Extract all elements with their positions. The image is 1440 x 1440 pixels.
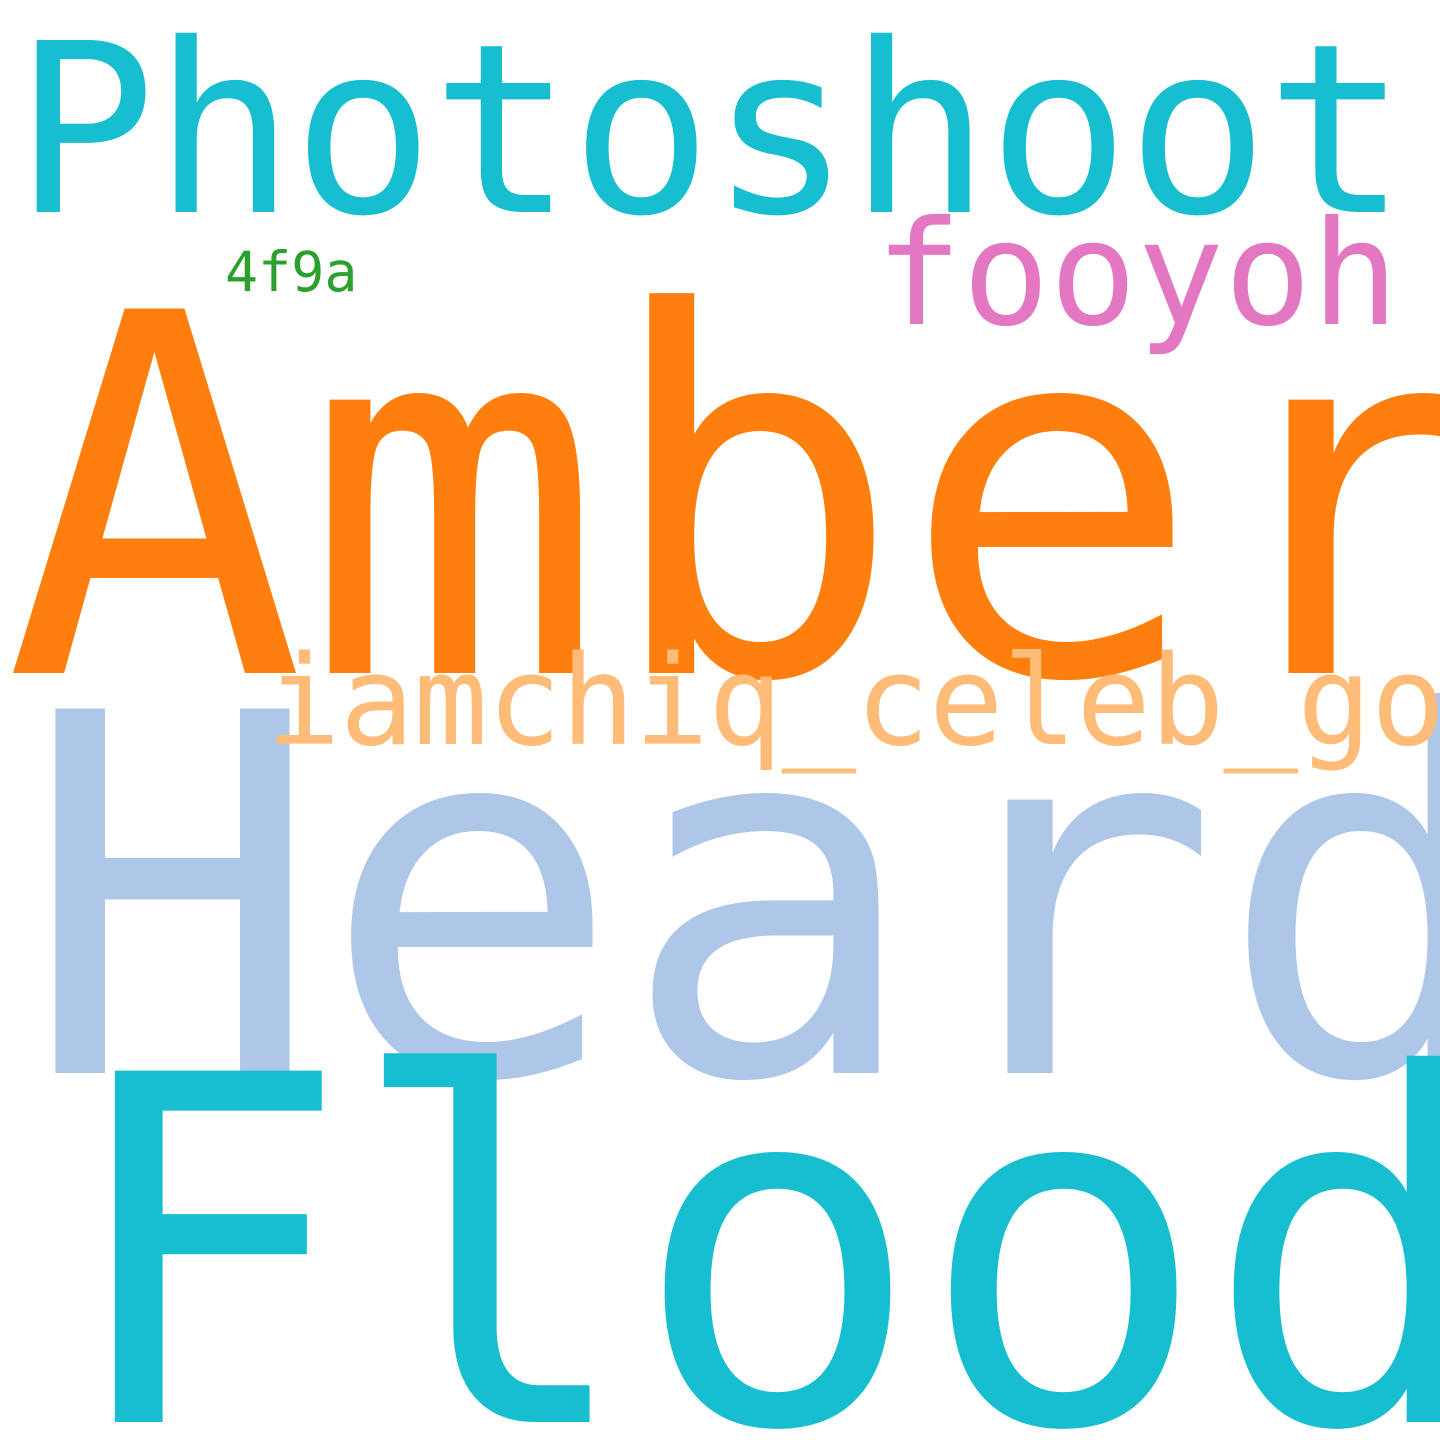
word-heard: Heard [22,609,1440,1191]
word-photoshoot: Photoshoot [14,0,1408,268]
word-4f9a: 4f9a [225,240,358,304]
word-flood: Flood [60,975,1440,1440]
word-fooyoh: fooyoh [875,190,1399,359]
word-amber: Amber [4,209,1440,791]
word-iamchiq-celeb-gossip: iamchiq_celeb_gossip [266,630,1440,774]
